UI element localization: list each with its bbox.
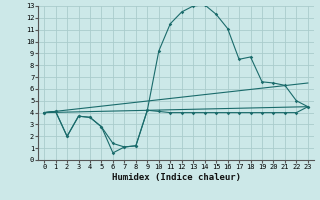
X-axis label: Humidex (Indice chaleur): Humidex (Indice chaleur) <box>111 173 241 182</box>
